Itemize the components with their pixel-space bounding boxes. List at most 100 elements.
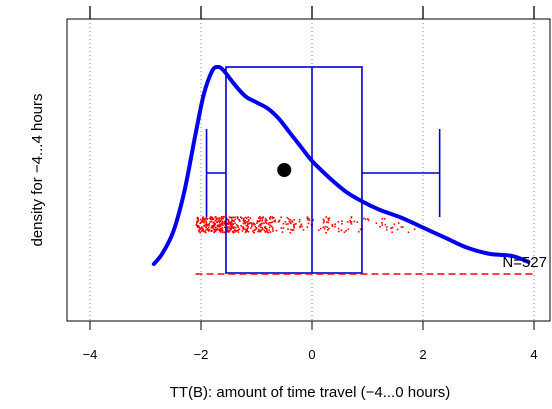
data-point [271, 228, 274, 231]
data-point [201, 221, 203, 223]
data-point [295, 223, 297, 225]
data-point [201, 219, 203, 222]
data-point [363, 217, 365, 220]
data-point [229, 222, 231, 224]
data-point [264, 220, 267, 222]
data-point [278, 219, 281, 222]
data-point [200, 227, 202, 229]
n-annotation: N=527 [502, 254, 547, 271]
data-point [202, 220, 205, 222]
data-point [208, 229, 211, 231]
box-iqr [225, 66, 363, 274]
data-point [265, 221, 267, 224]
data-point [331, 224, 334, 226]
data-point [196, 222, 198, 224]
data-point [221, 227, 224, 229]
data-point [231, 225, 233, 228]
data-point [237, 226, 239, 228]
data-point [203, 219, 206, 222]
data-point [205, 226, 207, 228]
data-point [239, 220, 241, 222]
data-point [247, 219, 250, 221]
data-point [288, 220, 291, 223]
data-point [307, 222, 310, 225]
data-point [247, 216, 250, 218]
data-point [228, 227, 231, 230]
data-point [210, 218, 212, 221]
data-point [258, 216, 261, 219]
data-point [257, 230, 259, 233]
data-point [224, 222, 226, 225]
data-point [198, 230, 201, 233]
data-point [268, 229, 270, 231]
data-point [227, 229, 229, 231]
data-point [216, 225, 219, 227]
data-point [206, 224, 208, 227]
data-point [266, 231, 269, 233]
data-point [242, 222, 245, 225]
data-point [346, 221, 349, 223]
data-point [233, 226, 235, 229]
data-point [293, 219, 295, 221]
x-tick-label: 4 [530, 347, 537, 362]
data-point [214, 222, 217, 225]
data-point [231, 219, 233, 221]
data-point [275, 229, 278, 232]
data-point [293, 225, 295, 227]
data-point [238, 228, 241, 230]
data-point [325, 232, 327, 234]
data-point [246, 217, 248, 220]
data-point [271, 226, 274, 229]
data-point [291, 229, 294, 231]
data-point [266, 219, 268, 222]
data-point [391, 226, 394, 229]
data-point [253, 223, 255, 226]
data-point [216, 218, 219, 220]
data-point [234, 216, 236, 219]
data-point [326, 221, 328, 223]
data-point [258, 228, 260, 231]
data-point [200, 230, 203, 232]
data-point [413, 228, 416, 231]
data-point [228, 226, 230, 228]
data-point [246, 221, 248, 223]
data-point [207, 223, 209, 226]
data-point [244, 216, 247, 219]
data-point [222, 231, 224, 234]
data-point [281, 231, 284, 233]
data-point [211, 217, 213, 219]
data-point [219, 223, 222, 226]
data-point [253, 223, 255, 225]
x-tick-label: 2 [419, 347, 426, 362]
data-point [205, 216, 208, 219]
data-point [252, 222, 254, 224]
data-point [271, 217, 274, 220]
data-point [350, 223, 353, 225]
data-point [234, 218, 237, 221]
data-point [228, 222, 230, 225]
data-point [312, 219, 315, 221]
data-point [214, 220, 217, 222]
data-point [375, 222, 378, 224]
data-point [198, 225, 200, 228]
data-point [223, 220, 226, 223]
data-point [270, 216, 272, 218]
data-point [324, 225, 327, 228]
data-point [237, 231, 240, 234]
data-point [216, 221, 218, 224]
data-point [218, 220, 220, 222]
data-point [331, 225, 334, 227]
data-point [197, 219, 200, 222]
data-point [226, 226, 228, 228]
data-point [231, 226, 233, 228]
data-point [249, 222, 252, 224]
data-point [328, 217, 331, 219]
data-point [246, 228, 248, 230]
data-point [341, 223, 343, 225]
data-point [243, 228, 245, 231]
data-point [232, 216, 235, 219]
data-point [214, 229, 217, 232]
data-point [327, 217, 329, 220]
data-point [243, 219, 245, 221]
data-point [259, 230, 262, 232]
